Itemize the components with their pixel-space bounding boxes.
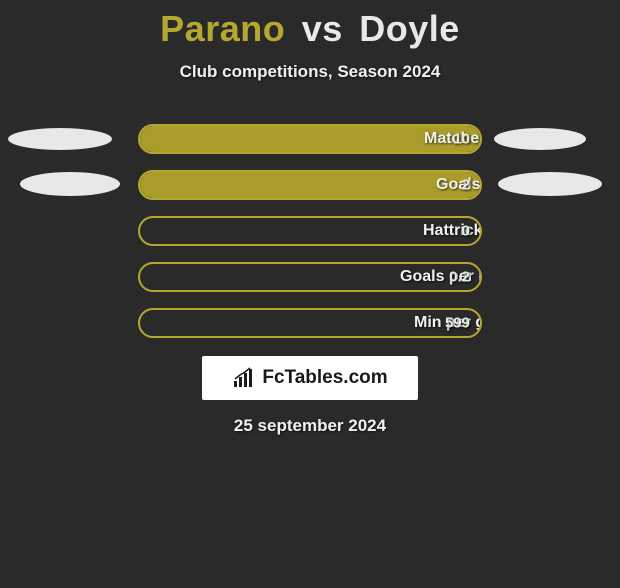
- stat-value-right: 599: [445, 315, 470, 332]
- subtitle: Club competitions, Season 2024: [0, 62, 620, 82]
- title-player2: Doyle: [359, 8, 460, 49]
- page-title: Parano vs Doyle: [0, 8, 620, 50]
- stat-row: Hattricks0: [138, 216, 482, 246]
- player-oval: [20, 172, 120, 196]
- stat-row: Min per goal599: [138, 308, 482, 338]
- stat-row: Matches10: [138, 124, 482, 154]
- chart-bars-icon: [232, 367, 258, 389]
- stat-bar-container: Hattricks0: [138, 216, 482, 246]
- date-label: 25 september 2024: [0, 416, 620, 436]
- player-oval: [494, 128, 586, 150]
- stat-bar-container: Matches10: [138, 124, 482, 154]
- stat-label: Goals: [436, 176, 480, 194]
- stat-row: Goals2: [138, 170, 482, 200]
- stat-bar-container: Min per goal599: [138, 308, 482, 338]
- stat-bar-container: Goals2: [138, 170, 482, 200]
- stat-value-right: 2: [462, 177, 470, 194]
- watermark: FcTables.com: [202, 356, 418, 400]
- stat-value-right: 0.2: [449, 269, 470, 286]
- title-player1: Parano: [160, 8, 285, 49]
- player-oval: [8, 128, 112, 150]
- watermark-text: FcTables.com: [262, 367, 387, 389]
- stat-bar-fill: [140, 172, 480, 198]
- stat-row: Goals per match0.2: [138, 262, 482, 292]
- stat-value-right: 10: [453, 131, 470, 148]
- stat-value-right: 0: [462, 223, 470, 240]
- stat-bar-container: Goals per match0.2: [138, 262, 482, 292]
- player-oval: [498, 172, 602, 196]
- stats-comparison-chart: Matches10 Goals2 Hattricks0 Goals per match…: [0, 124, 620, 338]
- title-vs: vs: [302, 8, 343, 49]
- stat-label: Hattricks: [423, 222, 482, 240]
